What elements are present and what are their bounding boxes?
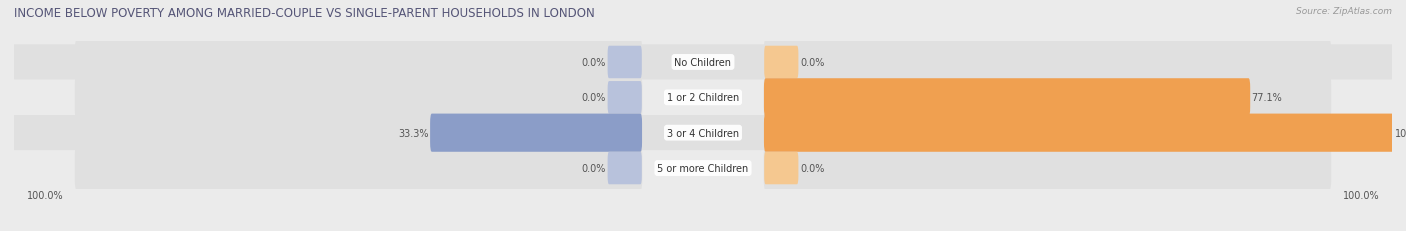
Text: 0.0%: 0.0% bbox=[582, 163, 606, 173]
FancyBboxPatch shape bbox=[75, 111, 643, 155]
FancyBboxPatch shape bbox=[75, 41, 643, 85]
Text: 77.1%: 77.1% bbox=[1251, 93, 1282, 103]
FancyBboxPatch shape bbox=[763, 146, 1331, 190]
FancyBboxPatch shape bbox=[765, 46, 799, 79]
FancyBboxPatch shape bbox=[763, 76, 1331, 120]
FancyBboxPatch shape bbox=[607, 82, 641, 114]
Text: 0.0%: 0.0% bbox=[582, 93, 606, 103]
FancyBboxPatch shape bbox=[75, 146, 643, 190]
FancyBboxPatch shape bbox=[763, 79, 1250, 117]
Text: Source: ZipAtlas.com: Source: ZipAtlas.com bbox=[1296, 7, 1392, 16]
FancyBboxPatch shape bbox=[14, 151, 1392, 186]
FancyBboxPatch shape bbox=[763, 41, 1331, 85]
Text: 0.0%: 0.0% bbox=[800, 58, 824, 68]
Text: 0.0%: 0.0% bbox=[800, 163, 824, 173]
FancyBboxPatch shape bbox=[763, 111, 1331, 155]
Text: 100.0%: 100.0% bbox=[27, 190, 63, 200]
FancyBboxPatch shape bbox=[607, 152, 641, 185]
FancyBboxPatch shape bbox=[765, 152, 799, 185]
Text: 5 or more Children: 5 or more Children bbox=[658, 163, 748, 173]
FancyBboxPatch shape bbox=[430, 114, 643, 152]
Text: 1 or 2 Children: 1 or 2 Children bbox=[666, 93, 740, 103]
Text: No Children: No Children bbox=[675, 58, 731, 68]
Text: 33.3%: 33.3% bbox=[398, 128, 429, 138]
Text: 3 or 4 Children: 3 or 4 Children bbox=[666, 128, 740, 138]
FancyBboxPatch shape bbox=[14, 80, 1392, 116]
FancyBboxPatch shape bbox=[14, 45, 1392, 80]
Text: 100.0%: 100.0% bbox=[1395, 128, 1406, 138]
FancyBboxPatch shape bbox=[75, 76, 643, 120]
FancyBboxPatch shape bbox=[763, 114, 1393, 152]
FancyBboxPatch shape bbox=[14, 116, 1392, 151]
Text: 100.0%: 100.0% bbox=[1343, 190, 1379, 200]
Text: INCOME BELOW POVERTY AMONG MARRIED-COUPLE VS SINGLE-PARENT HOUSEHOLDS IN LONDON: INCOME BELOW POVERTY AMONG MARRIED-COUPL… bbox=[14, 7, 595, 20]
Text: 0.0%: 0.0% bbox=[582, 58, 606, 68]
FancyBboxPatch shape bbox=[607, 46, 641, 79]
